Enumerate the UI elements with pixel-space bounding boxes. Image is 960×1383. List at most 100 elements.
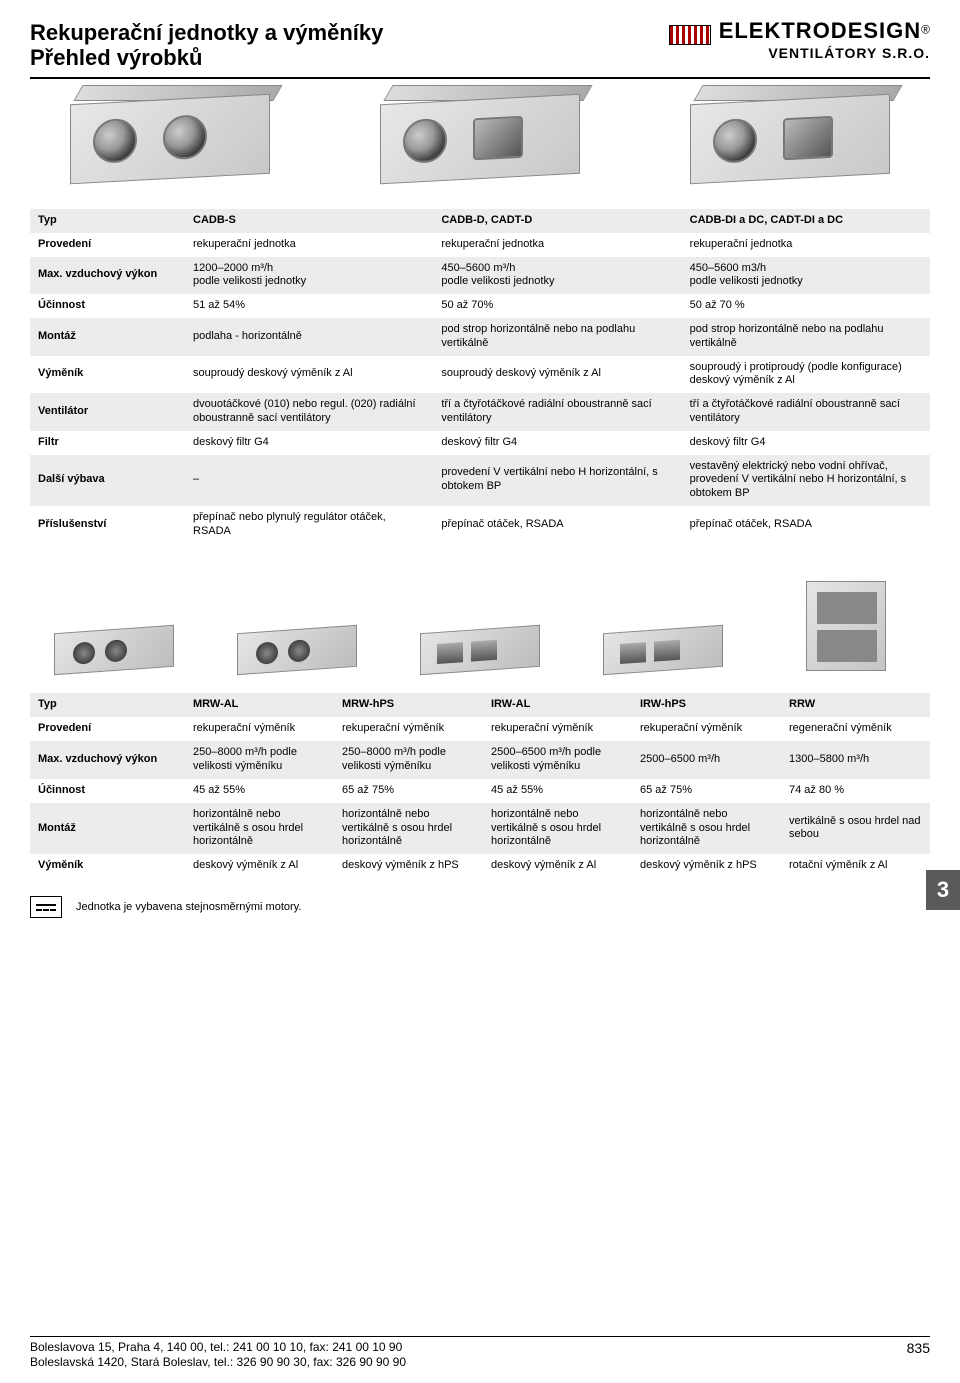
row-cell: deskový filtr G4 xyxy=(185,431,433,455)
row-cell: souproudý deskový výměník z Al xyxy=(433,356,681,394)
row-label: Provedení xyxy=(30,717,185,741)
table-head-col: IRW-AL xyxy=(483,693,632,717)
product-image-1 xyxy=(30,99,310,179)
row-label: Provedení xyxy=(30,233,185,257)
table-row: Ventilátordvouotáčkové (010) nebo regul.… xyxy=(30,393,930,431)
row-cell: 65 až 75% xyxy=(334,779,483,803)
table-row: Účinnost51 až 54%50 až 70%50 až 70 % xyxy=(30,294,930,318)
product-images-row-5col xyxy=(30,581,930,671)
table-head-label: Typ xyxy=(30,209,185,233)
page-header: Rekuperační jednotky a výměníky Přehled … xyxy=(30,20,930,79)
row-cell: 45 až 55% xyxy=(483,779,632,803)
row-cell: přepínač otáček, RSADA xyxy=(433,506,681,544)
title-line-1: Rekuperační jednotky a výměníky xyxy=(30,20,383,45)
table-head-col: CADB-S xyxy=(185,209,433,233)
row-cell: rekuperační výměník xyxy=(334,717,483,741)
product-image-irw-al xyxy=(396,629,563,671)
table-row: Výměníkdeskový výměník z Aldeskový výměn… xyxy=(30,854,930,878)
footnote: Jednotka je vybavena stejnosměrnými moto… xyxy=(30,896,930,918)
row-label: Výměník xyxy=(30,854,185,878)
row-cell: rotační výměník z Al xyxy=(781,854,930,878)
table-row: Další výbava–provedení V vertikální nebo… xyxy=(30,455,930,506)
table-row: Filtrdeskový filtr G4deskový filtr G4des… xyxy=(30,431,930,455)
footer-line-1: Boleslavova 15, Praha 4, 140 00, tel.: 2… xyxy=(30,1340,406,1356)
row-cell: pod strop horizontálně nebo na podlahu v… xyxy=(682,318,930,356)
row-label: Další výbava xyxy=(30,455,185,506)
table-head-row: TypCADB-SCADB-D, CADT-DCADB-DI a DC, CAD… xyxy=(30,209,930,233)
product-image-mrw-al xyxy=(30,629,197,671)
table-head-label: Typ xyxy=(30,693,185,717)
logo-registered-mark: ® xyxy=(921,22,930,36)
row-cell: 250–8000 m³/h podle velikosti výměníku xyxy=(185,741,334,779)
row-label: Ventilátor xyxy=(30,393,185,431)
logo-bars-icon xyxy=(669,25,711,45)
logo-subtitle: VENTILÁTORY S.R.O. xyxy=(669,45,930,61)
row-cell: tří a čtyřotáčkové radiální oboustranně … xyxy=(433,393,681,431)
table-row: Výměníksouproudý deskový výměník z Alsou… xyxy=(30,356,930,394)
row-cell: 65 až 75% xyxy=(632,779,781,803)
title-block: Rekuperační jednotky a výměníky Přehled … xyxy=(30,20,383,71)
row-cell: deskový filtr G4 xyxy=(433,431,681,455)
row-cell: rekuperační jednotka xyxy=(433,233,681,257)
row-cell: deskový výměník z Al xyxy=(185,854,334,878)
row-cell: 45 až 55% xyxy=(185,779,334,803)
footer-address: Boleslavova 15, Praha 4, 140 00, tel.: 2… xyxy=(30,1340,406,1371)
row-cell: – xyxy=(185,455,433,506)
table-head-col: CADB-DI a DC, CADT-DI a DC xyxy=(682,209,930,233)
row-cell: regenerační výměník xyxy=(781,717,930,741)
row-cell: 250–8000 m³/h podle velikosti výměníku xyxy=(334,741,483,779)
row-label: Filtr xyxy=(30,431,185,455)
brand-logo: ELEKTRODESIGN® VENTILÁTORY S.R.O. xyxy=(669,20,930,61)
row-label: Montáž xyxy=(30,803,185,854)
row-cell: rekuperační výměník xyxy=(632,717,781,741)
row-cell: deskový výměník z hPS xyxy=(632,854,781,878)
footer-page-number: 835 xyxy=(907,1340,930,1371)
table-row: Provedenírekuperační výměníkrekuperační … xyxy=(30,717,930,741)
row-cell: 1200–2000 m³/h podle velikosti jednotky xyxy=(185,257,433,295)
row-cell: rekuperační výměník xyxy=(185,717,334,741)
row-cell: horizontálně nebo vertikálně s osou hrde… xyxy=(185,803,334,854)
table-head-col: IRW-hPS xyxy=(632,693,781,717)
table-row: Příslušenstvípřepínač nebo plynulý regul… xyxy=(30,506,930,544)
spec-table-2: TypMRW-ALMRW-hPSIRW-ALIRW-hPSRRWProveden… xyxy=(30,693,930,878)
spec-table-1: TypCADB-SCADB-D, CADT-DCADB-DI a DC, CAD… xyxy=(30,209,930,544)
table-row: Montážhorizontálně nebo vertikálně s oso… xyxy=(30,803,930,854)
product-image-2 xyxy=(340,99,620,179)
row-cell: rekuperační jednotka xyxy=(682,233,930,257)
row-cell: 50 až 70% xyxy=(433,294,681,318)
row-cell: horizontálně nebo vertikálně s osou hrde… xyxy=(334,803,483,854)
row-cell: přepínač nebo plynulý regulátor otáček, … xyxy=(185,506,433,544)
row-label: Účinnost xyxy=(30,779,185,803)
row-cell: deskový výměník z Al xyxy=(483,854,632,878)
row-cell: podlaha - horizontálně xyxy=(185,318,433,356)
footnote-text: Jednotka je vybavena stejnosměrnými moto… xyxy=(76,901,301,913)
table-head-row: TypMRW-ALMRW-hPSIRW-ALIRW-hPSRRW xyxy=(30,693,930,717)
row-cell: pod strop horizontálně nebo na podlahu v… xyxy=(433,318,681,356)
dc-motor-icon xyxy=(30,896,62,918)
row-cell: souproudý i protiproudý (podle konfigura… xyxy=(682,356,930,394)
table-head-col: MRW-hPS xyxy=(334,693,483,717)
row-cell: souproudý deskový výměník z Al xyxy=(185,356,433,394)
row-cell: 50 až 70 % xyxy=(682,294,930,318)
section-tab: 3 xyxy=(926,870,960,910)
row-label: Účinnost xyxy=(30,294,185,318)
row-cell: 51 až 54% xyxy=(185,294,433,318)
row-cell: horizontálně nebo vertikálně s osou hrde… xyxy=(483,803,632,854)
table-row: Provedenírekuperační jednotkarekuperační… xyxy=(30,233,930,257)
product-image-3 xyxy=(650,99,930,179)
row-label: Max. vzduchový výkon xyxy=(30,257,185,295)
row-cell: 2500–6500 m³/h xyxy=(632,741,781,779)
row-cell: horizontálně nebo vertikálně s osou hrde… xyxy=(632,803,781,854)
row-label: Výměník xyxy=(30,356,185,394)
section-tab-number: 3 xyxy=(937,877,949,903)
row-label: Montáž xyxy=(30,318,185,356)
row-cell: 74 až 80 % xyxy=(781,779,930,803)
row-cell: 1300–5800 m³/h xyxy=(781,741,930,779)
row-cell: rekuperační jednotka xyxy=(185,233,433,257)
row-label: Max. vzduchový výkon xyxy=(30,741,185,779)
row-cell: vertikálně s osou hrdel nad sebou xyxy=(781,803,930,854)
product-image-mrw-hps xyxy=(213,629,380,671)
row-cell: deskový filtr G4 xyxy=(682,431,930,455)
row-cell: provedení V vertikální nebo H horizontál… xyxy=(433,455,681,506)
table-row: Montážpodlaha - horizontálněpod strop ho… xyxy=(30,318,930,356)
